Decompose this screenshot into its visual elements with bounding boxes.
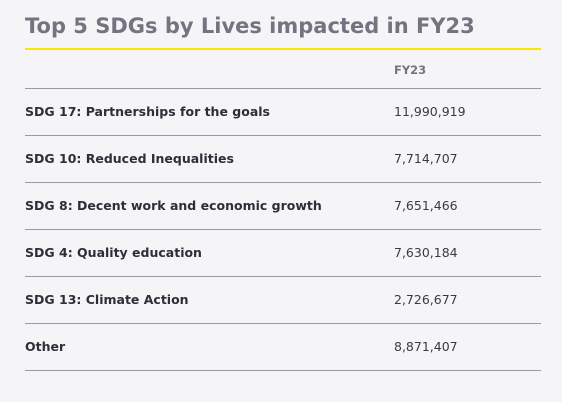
page-title: Top 5 SDGs by Lives impacted in FY23 <box>25 14 475 38</box>
table-row: SDG 13: Climate Action 2,726,677 <box>25 276 541 324</box>
row-value: 7,714,707 <box>394 135 541 183</box>
table-row: SDG 4: Quality education 7,630,184 <box>25 229 541 277</box>
sdg-lives-table: FY23 SDG 17: Partnerships for the goals … <box>25 50 541 371</box>
table-row: SDG 8: Decent work and economic growth 7… <box>25 182 541 230</box>
row-label: SDG 4: Quality education <box>25 229 394 277</box>
row-label: SDG 8: Decent work and economic growth <box>25 182 394 230</box>
table-header-row: FY23 <box>25 50 541 89</box>
row-value: 7,630,184 <box>394 229 541 277</box>
row-label: Other <box>25 323 394 371</box>
table-row: Other 8,871,407 <box>25 323 541 371</box>
column-header-label <box>25 50 394 89</box>
row-value: 11,990,919 <box>394 88 541 136</box>
row-label: SDG 17: Partnerships for the goals <box>25 88 394 136</box>
table-row: SDG 10: Reduced Inequalities 7,714,707 <box>25 135 541 183</box>
row-label: SDG 10: Reduced Inequalities <box>25 135 394 183</box>
row-label: SDG 13: Climate Action <box>25 276 394 324</box>
row-value: 8,871,407 <box>394 323 541 371</box>
column-header-fy23: FY23 <box>394 50 541 89</box>
title-underline-rule <box>25 48 541 50</box>
row-value: 2,726,677 <box>394 276 541 324</box>
sdg-table-panel: Top 5 SDGs by Lives impacted in FY23 FY2… <box>25 0 541 371</box>
row-value: 7,651,466 <box>394 182 541 230</box>
table-row: SDG 17: Partnerships for the goals 11,99… <box>25 88 541 136</box>
